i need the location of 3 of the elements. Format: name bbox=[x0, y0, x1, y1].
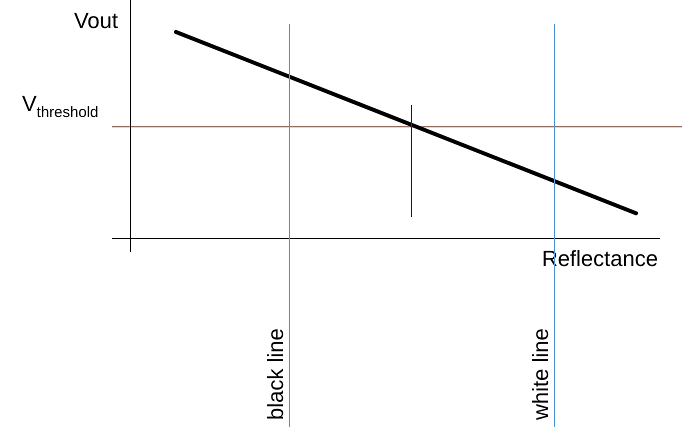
text: black line bbox=[263, 328, 288, 420]
text: white line bbox=[528, 328, 553, 420]
y-axis-title: Vout bbox=[74, 8, 118, 33]
